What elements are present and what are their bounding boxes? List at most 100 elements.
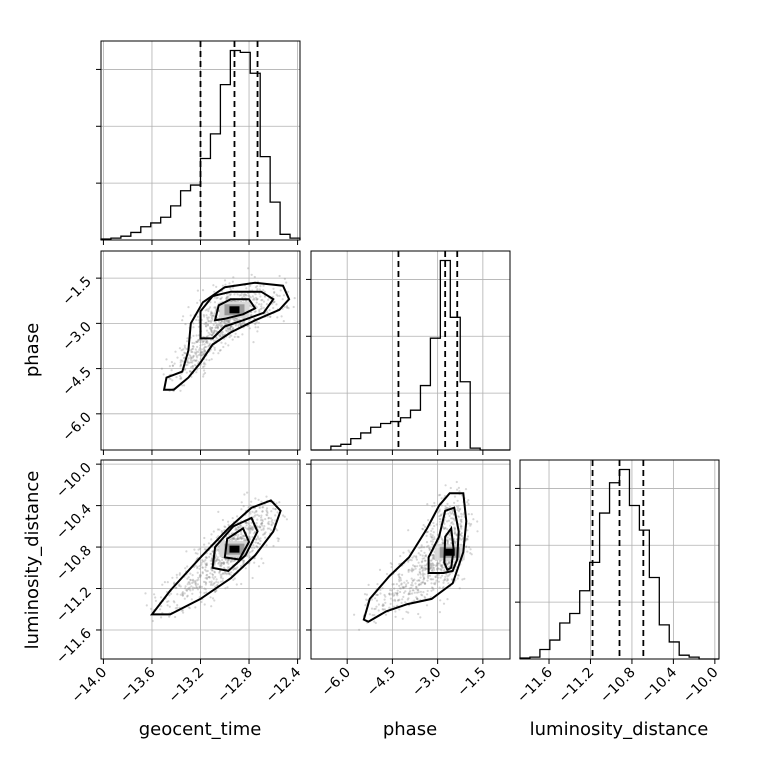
scatter-point <box>168 615 171 618</box>
scatter-point <box>144 592 147 595</box>
scatter-point <box>244 293 247 296</box>
scatter-point <box>195 334 198 337</box>
scatter-point <box>226 560 229 564</box>
scatter-point <box>425 541 429 544</box>
scatter-point <box>250 525 253 529</box>
scatter-point <box>423 582 427 585</box>
scatter-point <box>433 536 436 539</box>
scatter-point <box>412 564 415 567</box>
scatter-point <box>431 536 434 539</box>
density-cell <box>229 306 240 314</box>
x-tick-label: −11.2 <box>556 665 598 707</box>
scatter-point <box>460 512 463 516</box>
joint-panel-geocent_time-luminosity_distance <box>144 491 288 623</box>
scatter-point <box>261 522 264 525</box>
scatter-point <box>287 307 290 310</box>
scatter-point <box>183 352 187 355</box>
joint-panel-geocent_time-phase <box>160 267 296 393</box>
scatter-point <box>418 564 421 567</box>
scatter-point <box>178 584 181 588</box>
scatter-point <box>239 324 243 327</box>
scatter-point <box>253 317 256 320</box>
scatter-point <box>189 358 192 362</box>
scatter-point <box>376 593 379 596</box>
scatter-point <box>265 310 269 313</box>
scatter-point <box>218 528 221 531</box>
scatter-point <box>191 365 195 368</box>
scatter-point <box>420 593 423 596</box>
scatter-point <box>260 523 263 526</box>
scatter-point <box>224 558 227 561</box>
scatter-point <box>204 577 207 580</box>
scatter-point <box>453 540 456 543</box>
scatter-point <box>417 573 420 576</box>
scatter-point <box>215 578 218 581</box>
scatter-point <box>190 357 193 360</box>
scatter-point <box>407 569 410 572</box>
scatter-point <box>423 577 426 580</box>
scatter-point <box>421 546 424 549</box>
scatter-point <box>390 563 393 566</box>
scatter-point <box>287 290 290 293</box>
scatter-point <box>254 286 257 289</box>
scatter-point <box>202 353 205 356</box>
scatter-point <box>195 579 199 582</box>
scatter-point <box>219 322 222 325</box>
scatter-point <box>250 311 253 314</box>
scatter-point <box>431 569 434 572</box>
scatter-point <box>251 527 254 530</box>
scatter-point <box>248 510 251 513</box>
scatter-point <box>460 520 463 524</box>
scatter-point <box>221 577 224 580</box>
scatter-point <box>203 603 206 606</box>
scatter-point <box>224 342 227 345</box>
scatter-point <box>234 528 237 532</box>
scatter-point <box>260 299 263 302</box>
scatter-point <box>196 552 199 555</box>
scatter-point <box>179 363 183 366</box>
scatter-point <box>206 576 209 579</box>
scatter-point <box>220 561 223 565</box>
scatter-point <box>214 321 217 324</box>
scatter-point <box>188 586 191 589</box>
scatter-point <box>216 558 219 562</box>
scatter-point <box>213 290 216 293</box>
scatter-point <box>278 294 281 297</box>
scatter-point <box>440 565 443 568</box>
scatter-point <box>181 353 184 357</box>
scatter-point <box>256 542 260 545</box>
scatter-point <box>209 313 212 316</box>
scatter-point <box>413 591 416 594</box>
scatter-point <box>196 315 199 318</box>
scatter-point <box>204 322 207 325</box>
scatter-point <box>268 309 271 312</box>
scatter-point <box>456 488 459 491</box>
scatter-point <box>183 357 186 360</box>
scatter-point <box>422 591 425 594</box>
scatter-point <box>205 556 208 559</box>
scatter-point <box>218 570 221 573</box>
scatter-point <box>205 329 209 332</box>
scatter-point <box>203 591 206 595</box>
scatter-point <box>411 569 414 572</box>
scatter-point <box>458 587 461 590</box>
scatter-point <box>196 340 199 343</box>
scatter-point <box>176 606 179 609</box>
scatter-point <box>421 554 424 557</box>
scatter-point <box>223 322 226 325</box>
scatter-point <box>418 583 421 586</box>
scatter-point <box>194 353 197 356</box>
scatter-point <box>201 571 204 574</box>
scatter-point <box>237 526 240 529</box>
scatter-point <box>245 294 248 297</box>
x-tick-label: −1.5 <box>454 665 489 700</box>
scatter-point <box>210 311 213 315</box>
scatter-point <box>205 340 208 344</box>
scatter-point <box>285 518 288 521</box>
scatter-point <box>415 555 418 558</box>
scatter-point <box>463 577 466 580</box>
scatter-point <box>396 589 399 592</box>
scatter-point <box>220 341 223 344</box>
scatter-point <box>182 348 185 351</box>
